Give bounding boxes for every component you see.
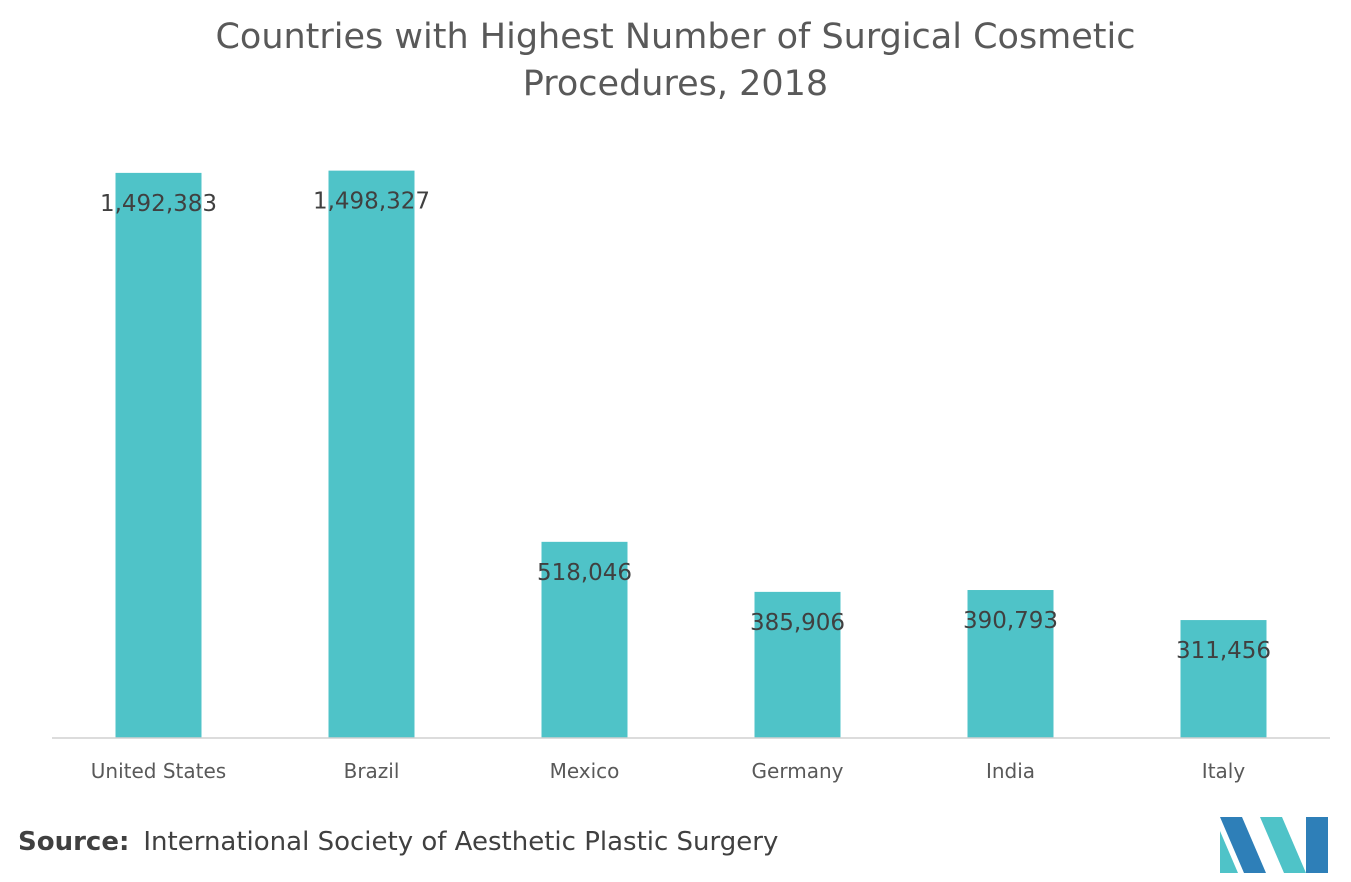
- bar-india: [967, 590, 1054, 738]
- bars-group: [115, 170, 1267, 739]
- bar-italy: [1180, 620, 1267, 738]
- value-label: 385,906: [750, 610, 845, 636]
- chart-title-line-2: Procedures, 2018: [522, 64, 829, 104]
- value-label: 518,046: [537, 560, 632, 586]
- value-label: 311,456: [1176, 638, 1271, 664]
- bar-mexico: [541, 541, 628, 738]
- bar-united-states: [115, 172, 202, 739]
- chart-title: Countries with Highest Number of Surgica…: [0, 14, 1351, 108]
- source-note: Source: International Society of Aestheti…: [18, 827, 778, 857]
- category-label: United States: [91, 759, 226, 783]
- category-label: Italy: [1202, 759, 1246, 783]
- category-label: India: [986, 759, 1035, 783]
- bar-brazil: [328, 170, 415, 738]
- category-label: Mexico: [550, 759, 620, 783]
- category-label: Brazil: [344, 759, 400, 783]
- value-label: 390,793: [963, 608, 1058, 634]
- value-label: 1,492,383: [100, 191, 217, 217]
- value-label: 1,498,327: [313, 189, 430, 215]
- mordor-intelligence-logo-icon: [1220, 817, 1328, 873]
- category-labels-group: United States Brazil Mexico Germany India Ita…: [91, 759, 1246, 783]
- bar-germany: [754, 591, 841, 738]
- category-label: Germany: [752, 759, 844, 783]
- chart-title-line-1: Countries with Highest Number of Surgica…: [215, 17, 1136, 57]
- source-label: Source:: [18, 827, 130, 857]
- value-labels-group: 1,492,383 1,498,327 518,046 385,906 390,793 3…: [100, 189, 1271, 664]
- source-text: International Society of Aesthetic Plast…: [143, 827, 779, 857]
